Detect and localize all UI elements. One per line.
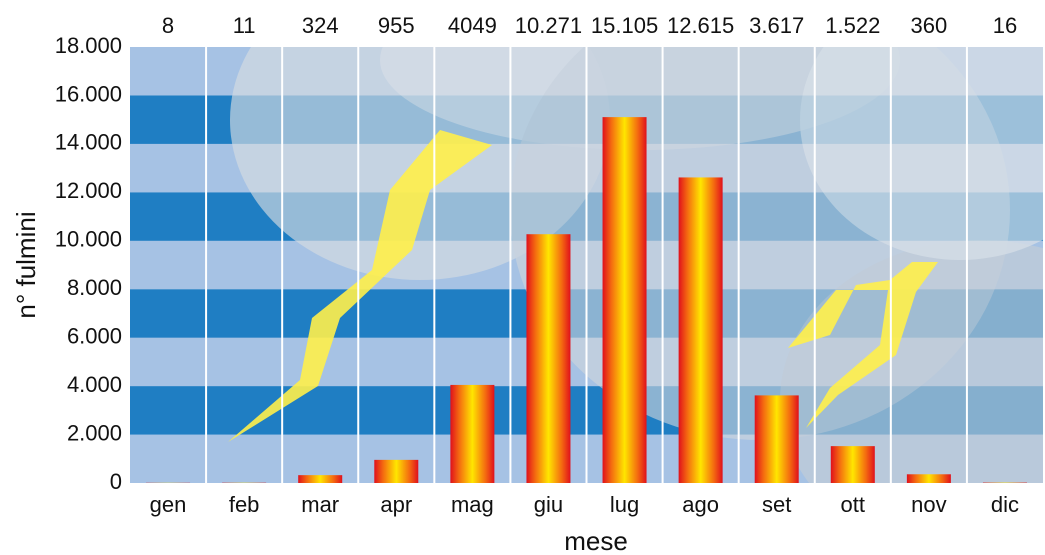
x-axis-label: mese (564, 526, 628, 555)
value-label: 15.105 (591, 13, 658, 38)
value-label: 10.271 (515, 13, 582, 38)
x-tick-label: apr (380, 492, 412, 517)
value-label: 1.522 (825, 13, 880, 38)
value-label: 11 (233, 13, 256, 38)
bar (450, 384, 495, 483)
y-axis-label: n° fulmini (11, 211, 41, 318)
y-tick-label: 10.000 (55, 227, 122, 252)
y-tick-label: 0 (110, 469, 122, 494)
plot: 0 2.000 4.000 6.000 8.000 10.000 12.000 14.000 1… (55, 13, 1027, 517)
x-tick-label: nov (911, 492, 946, 517)
x-tick-label: gen (150, 492, 187, 517)
bar (906, 474, 951, 483)
value-label: 955 (378, 13, 415, 38)
y-tick-label: 12.000 (55, 178, 122, 203)
value-label: 4049 (448, 13, 497, 38)
value-label: 324 (302, 13, 339, 38)
value-label: 360 (911, 13, 948, 38)
y-tick-label: 18.000 (55, 33, 122, 58)
x-tick-label: set (762, 492, 791, 517)
value-label: 16 (993, 13, 1017, 38)
y-tick-label: 2.000 (67, 420, 122, 445)
bar (298, 475, 343, 483)
y-tick-label: 16.000 (55, 81, 122, 106)
bar (830, 446, 875, 483)
y-tick-label: 8.000 (67, 275, 122, 300)
value-label: 3.617 (749, 13, 804, 38)
bar (526, 234, 571, 483)
y-tick-label: 6.000 (67, 323, 122, 348)
value-label: 8 (162, 13, 174, 38)
bar (374, 459, 419, 483)
y-tick-label: 14.000 (55, 130, 122, 155)
x-tick-label: giu (534, 492, 563, 517)
x-tick-label: feb (229, 492, 260, 517)
x-tick-label: dic (991, 492, 1019, 517)
x-tick-label: mar (301, 492, 339, 517)
x-tick-label: ago (682, 492, 719, 517)
bar (678, 177, 723, 484)
bar (754, 395, 799, 483)
x-tick-label: mag (451, 492, 494, 517)
x-tick-label: lug (610, 492, 639, 517)
x-tick-label: ott (841, 492, 865, 517)
y-tick-label: 4.000 (67, 372, 122, 397)
lightning (228, 130, 938, 442)
bar (602, 117, 647, 483)
value-label: 12.615 (667, 13, 734, 38)
